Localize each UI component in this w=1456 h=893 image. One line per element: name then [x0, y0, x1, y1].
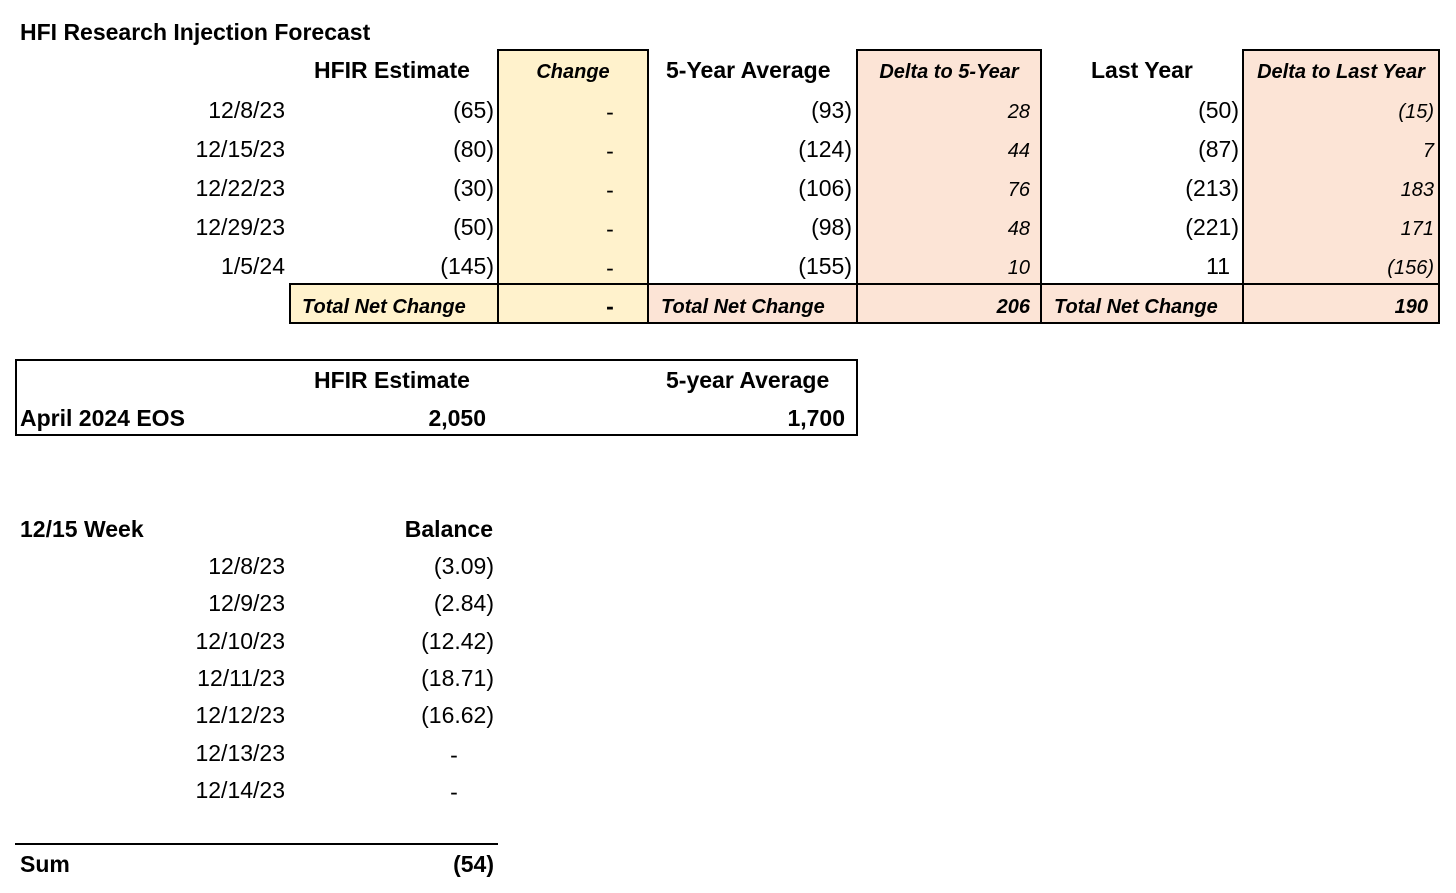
row-change: -	[606, 99, 614, 125]
total-delta5-value: 206	[996, 296, 1030, 318]
row-delta-to-last-year: (156)	[1387, 257, 1434, 279]
row-date: 12/8/23	[208, 97, 285, 123]
row-delta-to-5-year: 28	[1007, 101, 1030, 123]
week-row-date: 12/10/23	[195, 628, 285, 654]
total-delta-ly-value: 190	[1394, 296, 1428, 318]
row-delta-to-5-year: 76	[1007, 179, 1030, 201]
header-delta-to-5-year: Delta to 5-Year	[879, 61, 1019, 83]
row-date: 12/15/23	[195, 136, 285, 162]
row-change: -	[606, 138, 614, 164]
row-delta-to-last-year: 183	[1400, 179, 1434, 201]
week-row-date: 12/14/23	[195, 777, 285, 803]
week-row-balance: -	[450, 779, 458, 805]
page-title: HFI Research Injection Forecast	[20, 19, 371, 45]
sum-divider	[15, 843, 498, 845]
row-5-year-average: (93)	[811, 97, 852, 123]
row-change: -	[606, 177, 614, 203]
eos-average-value: 1,700	[787, 405, 845, 431]
total-label-box-2	[647, 283, 858, 324]
row-last-year: (213)	[1185, 175, 1239, 201]
header-5-year-average: 5-Year Average	[666, 57, 831, 83]
week-row-balance: (12.42)	[421, 628, 494, 654]
sum-label: Sum	[20, 851, 70, 877]
row-change: -	[606, 255, 614, 281]
week-row-balance: (18.71)	[421, 665, 494, 691]
week-row-balance: (16.62)	[421, 702, 494, 728]
week-row-date: 12/12/23	[195, 702, 285, 728]
week-row-date: 12/13/23	[195, 740, 285, 766]
row-last-year: (50)	[1198, 97, 1239, 123]
eos-table	[15, 359, 858, 436]
sum-value: (54)	[453, 851, 494, 877]
header-hfir-estimate: HFIR Estimate	[314, 57, 470, 83]
row-delta-to-5-year: 44	[1007, 140, 1030, 162]
total-delta-ly-box	[1242, 283, 1440, 324]
week-balance-header: Balance	[404, 516, 493, 542]
row-date: 12/22/23	[195, 175, 285, 201]
total-change-value: -	[606, 293, 614, 319]
total-net-change-label: Total Net Change	[661, 296, 825, 318]
row-estimate: (30)	[453, 175, 494, 201]
change-column-box	[497, 49, 649, 285]
row-estimate: (65)	[453, 97, 494, 123]
eos-row-label: April 2024 EOS	[20, 405, 185, 431]
row-last-year: 11	[1206, 253, 1230, 279]
row-delta-to-last-year: (15)	[1398, 101, 1434, 123]
header-change: Change	[536, 61, 610, 83]
row-last-year: (221)	[1185, 214, 1239, 240]
row-5-year-average: (98)	[811, 214, 852, 240]
total-net-change-label: Total Net Change	[1054, 296, 1218, 318]
week-row-balance: -	[450, 742, 458, 768]
row-5-year-average: (155)	[798, 253, 852, 279]
row-delta-to-last-year: 7	[1422, 140, 1434, 162]
total-label-box-3	[1040, 283, 1244, 324]
row-5-year-average: (106)	[798, 175, 852, 201]
total-change-box	[497, 283, 649, 324]
row-delta-to-last-year: 171	[1400, 218, 1434, 240]
eos-header-hfir-estimate: HFIR Estimate	[314, 367, 470, 393]
row-delta-to-5-year: 48	[1007, 218, 1030, 240]
header-last-year: Last Year	[1091, 57, 1193, 83]
week-row-date: 12/9/23	[208, 590, 285, 616]
week-row-date: 12/8/23	[208, 553, 285, 579]
week-row-balance: (2.84)	[433, 590, 494, 616]
row-delta-to-5-year: 10	[1007, 257, 1030, 279]
total-delta5-box	[856, 283, 1042, 324]
week-title: 12/15 Week	[20, 516, 144, 542]
delta5-column-box	[856, 49, 1042, 285]
header-delta-to-last-year: Delta to Last Year	[1257, 61, 1425, 83]
row-estimate: (50)	[453, 214, 494, 240]
total-net-change-label: Total Net Change	[302, 296, 466, 318]
week-row-date: 12/11/23	[197, 665, 285, 691]
row-change: -	[606, 216, 614, 242]
row-5-year-average: (124)	[798, 136, 852, 162]
row-last-year: (87)	[1198, 136, 1239, 162]
eos-header-5-year-average: 5-year Average	[666, 367, 830, 393]
row-estimate: (80)	[453, 136, 494, 162]
row-date: 1/5/24	[221, 253, 285, 279]
row-estimate: (145)	[440, 253, 494, 279]
row-date: 12/29/23	[195, 214, 285, 240]
eos-estimate-value: 2,050	[428, 405, 486, 431]
week-row-balance: (3.09)	[433, 553, 494, 579]
